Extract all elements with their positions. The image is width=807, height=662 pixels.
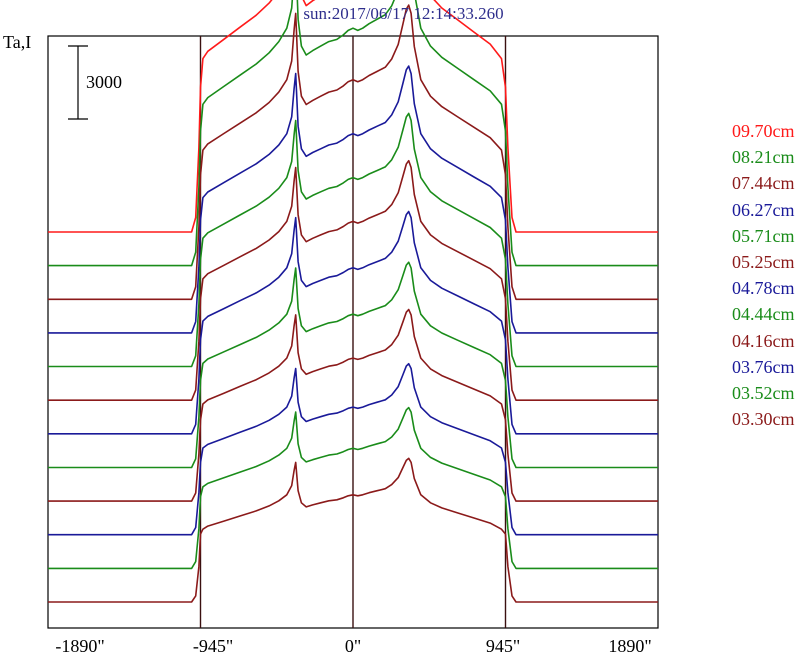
x-tick-label: -1890" (55, 636, 105, 656)
legend-entry: 05.71cm (732, 225, 795, 246)
scale-bar (68, 45, 88, 120)
x-tick-label: 1890" (608, 636, 652, 656)
legend-entry: 06.27cm (732, 199, 795, 220)
scale-bar-label: 3000 (86, 72, 122, 92)
legend-entry: 03.30cm (732, 409, 795, 430)
series-line-06.27cm (48, 65, 658, 334)
legend-entry: 08.21cm (732, 147, 795, 168)
series-line-05.71cm (48, 112, 658, 368)
series-line-05.25cm (48, 159, 658, 402)
series-line-03.30cm (48, 457, 658, 603)
legend-entry: 03.52cm (732, 383, 795, 404)
series-line-03.76cm (48, 362, 658, 536)
vertical-reference-lines (199, 36, 507, 628)
x-tick-label: 945" (485, 636, 521, 656)
legend-entry: 04.16cm (732, 330, 795, 351)
series-line-09.70cm (48, 0, 658, 233)
legend-entry: 04.78cm (732, 278, 795, 299)
series-line-04.16cm (48, 308, 658, 502)
series-line-04.44cm (48, 261, 658, 469)
legend-entry: 05.25cm (732, 252, 795, 273)
y-axis-label: Ta,I (3, 32, 32, 52)
series-group (48, 0, 658, 603)
x-tick-label: 0" (344, 636, 362, 656)
legend-entry: 03.76cm (732, 356, 795, 377)
legend-entry: 04.44cm (732, 304, 795, 325)
series-line-08.21cm (48, 0, 658, 267)
series-line-07.44cm (48, 4, 658, 301)
legend-entry: 07.44cm (732, 173, 795, 194)
chart-title: sun:2017/06/17 12:14:33.260 (303, 4, 504, 23)
legend-entry: 09.70cm (732, 121, 795, 141)
series-line-04.78cm (48, 210, 658, 435)
x-tick-label: -945" (192, 636, 234, 656)
series-line-03.52cm (48, 406, 658, 570)
legend: 09.70cm 08.21cm 07.44cm 06.27cm 05.71cm 05.25… (732, 118, 795, 432)
